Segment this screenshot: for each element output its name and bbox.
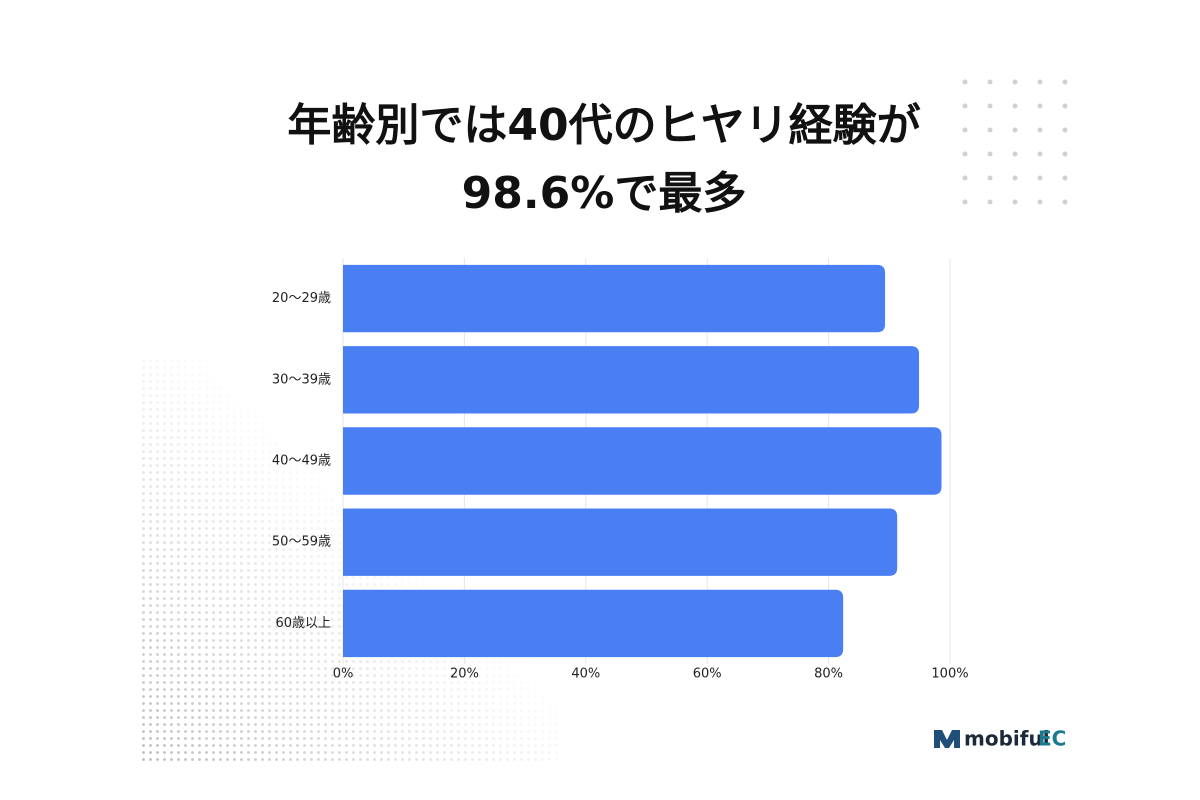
dot xyxy=(962,151,968,157)
x-tick-label: 40% xyxy=(571,667,600,682)
bar xyxy=(343,427,942,495)
dot xyxy=(962,175,968,181)
dot xyxy=(1012,79,1018,85)
y-tick-label: 20～29歳 xyxy=(272,291,331,306)
dot xyxy=(1062,79,1068,85)
dot xyxy=(962,199,968,205)
dot xyxy=(1037,103,1043,109)
dot xyxy=(987,79,993,85)
dot xyxy=(1012,175,1018,181)
x-tick-label: 0% xyxy=(333,667,354,682)
dot xyxy=(1062,199,1068,205)
dot xyxy=(1012,127,1018,133)
bar xyxy=(343,589,844,658)
x-tick-label: 80% xyxy=(814,667,843,682)
dot xyxy=(1062,151,1068,157)
dot xyxy=(1037,175,1043,181)
y-tick-label: 30～39歳 xyxy=(272,372,331,387)
chart-title: 98.6%で最多 xyxy=(462,168,747,219)
bar xyxy=(343,346,920,414)
y-tick-label: 60歳以上 xyxy=(275,616,331,631)
dot xyxy=(1037,79,1043,85)
dot xyxy=(962,103,968,109)
dot xyxy=(1037,199,1043,205)
x-tick-label: 60% xyxy=(693,667,722,682)
dot xyxy=(987,151,993,157)
dot xyxy=(962,127,968,133)
brand-logo: mobiful EC xyxy=(934,727,1066,751)
dot xyxy=(987,175,993,181)
brand-suffix: EC xyxy=(1038,727,1066,751)
dot xyxy=(962,79,968,85)
dot xyxy=(987,127,993,133)
dot xyxy=(1037,151,1043,157)
dot-grid-decoration xyxy=(962,79,1068,205)
dot xyxy=(1062,103,1068,109)
chart-title: 年齢別では40代のヒヤリ経験が xyxy=(287,100,920,151)
dot xyxy=(1037,127,1043,133)
x-tick-label: 20% xyxy=(450,667,479,682)
dot xyxy=(987,103,993,109)
dot xyxy=(1062,127,1068,133)
y-tick-label: 40～49歳 xyxy=(272,454,331,469)
bar xyxy=(343,508,898,576)
dot xyxy=(1062,175,1068,181)
dot xyxy=(987,199,993,205)
dot xyxy=(1012,151,1018,157)
x-tick-label: 100% xyxy=(931,667,968,682)
brand-name: mobiful xyxy=(964,727,1050,751)
dot xyxy=(1012,199,1018,205)
bar xyxy=(343,264,886,333)
dot xyxy=(1012,103,1018,109)
y-tick-label: 50～59歳 xyxy=(272,535,331,550)
logo-icon xyxy=(934,730,960,748)
